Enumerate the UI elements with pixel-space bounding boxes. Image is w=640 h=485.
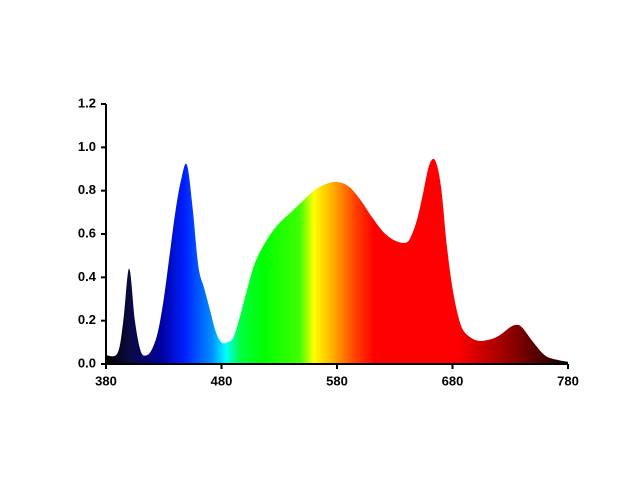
y-tick-label: 0.6 <box>78 225 96 240</box>
x-tick-label: 380 <box>95 373 117 388</box>
x-tick-label: 780 <box>557 373 579 388</box>
x-tick-label: 480 <box>211 373 233 388</box>
x-tick-label: 680 <box>442 373 464 388</box>
y-tick-label: 1.2 <box>78 95 96 110</box>
y-tick-label: 0.4 <box>78 269 97 284</box>
y-tick-label: 0.8 <box>78 182 96 197</box>
x-tick-label: 580 <box>326 373 348 388</box>
y-tick-label: 1.0 <box>78 139 96 154</box>
y-tick-label: 0.0 <box>78 355 96 370</box>
y-tick-label: 0.2 <box>78 312 96 327</box>
plot <box>106 158 568 364</box>
spectrum-area <box>106 158 568 364</box>
